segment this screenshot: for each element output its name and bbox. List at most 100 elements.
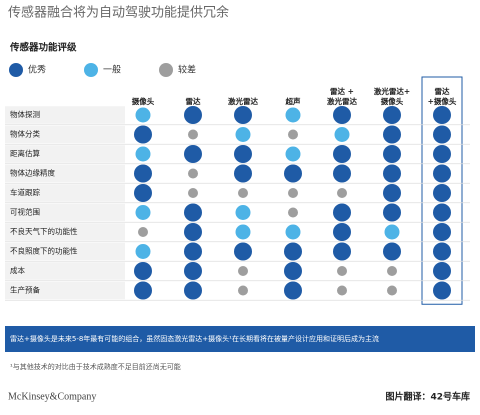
banner-text: 雷达+摄像头是未来5-8年最有可能的组合，虽然固态激光雷达+摄像头¹在长期看将在… xyxy=(10,334,379,343)
rating-dot xyxy=(238,266,248,276)
row-label-bg xyxy=(5,203,125,222)
rating-dot xyxy=(433,262,451,280)
rating-dot xyxy=(184,106,202,124)
rating-dot xyxy=(235,224,251,240)
rating-dot xyxy=(433,281,451,300)
rating-dot xyxy=(288,207,298,218)
rating-dot xyxy=(433,242,451,261)
rating-dot xyxy=(384,224,400,240)
rating-dot xyxy=(433,125,451,144)
footnote: ¹与其他技术的对比由于技术成熟度不足目前还尚无可能 xyxy=(10,362,181,371)
rating-dot xyxy=(383,106,401,124)
rating-dot xyxy=(134,262,152,280)
rating-dot xyxy=(184,203,202,222)
rating-dot xyxy=(383,184,401,202)
rating-dot xyxy=(333,145,351,163)
rating-dot xyxy=(433,106,451,124)
legend-swatch xyxy=(159,63,173,77)
rating-dot xyxy=(333,242,351,261)
rating-dot xyxy=(135,244,151,259)
rating-dot xyxy=(235,127,251,142)
rating-dot xyxy=(135,107,151,123)
row-label-bg xyxy=(5,242,125,261)
rating-dot xyxy=(284,262,302,280)
rating-dot xyxy=(284,242,302,261)
rating-dot xyxy=(284,164,302,183)
rating-dot xyxy=(138,227,148,237)
rating-dot xyxy=(333,164,351,183)
rating-dot xyxy=(383,145,401,163)
rating-dot xyxy=(433,184,451,202)
row-label-bg xyxy=(5,164,125,183)
highlight-box xyxy=(421,76,463,305)
rating-dot xyxy=(234,242,252,261)
rating-dot xyxy=(337,285,347,296)
rating-dot xyxy=(285,224,301,240)
rating-dot xyxy=(135,146,151,162)
rating-dot xyxy=(433,223,451,241)
column-header: 摄像头 xyxy=(132,96,155,106)
rating-dot xyxy=(288,188,298,198)
row-label-bg xyxy=(5,125,125,144)
column-header: 激光雷达+ xyxy=(374,86,410,96)
rating-dot xyxy=(288,129,298,140)
column-header: 激光雷达 xyxy=(327,96,357,106)
rating-dot xyxy=(433,203,451,222)
rating-dot xyxy=(285,146,301,162)
row-label: 生产预备 xyxy=(10,285,40,295)
rating-dot xyxy=(134,281,152,300)
rating-dot xyxy=(334,127,350,142)
column-header: 雷达 + xyxy=(330,86,354,96)
rating-dot xyxy=(238,188,248,198)
column-header: 激光雷达 xyxy=(228,96,258,106)
row-label-bg xyxy=(5,262,125,280)
rating-dot xyxy=(234,164,252,183)
rating-dot xyxy=(184,262,202,280)
rating-dot xyxy=(337,266,347,276)
rating-dot xyxy=(234,145,252,163)
rating-dot xyxy=(383,125,401,144)
rating-dot xyxy=(333,106,351,124)
rating-dot xyxy=(387,285,397,296)
rating-dot xyxy=(337,188,347,198)
row-label-bg xyxy=(5,223,125,241)
rating-dot xyxy=(383,242,401,261)
row-label: 距离估算 xyxy=(10,148,40,158)
legend-swatch xyxy=(9,63,23,77)
row-label-bg xyxy=(5,106,125,124)
rating-dot xyxy=(383,164,401,183)
rating-dot xyxy=(184,242,202,261)
rating-dot xyxy=(383,203,401,222)
row-label-bg xyxy=(5,281,125,300)
row-label-bg xyxy=(5,184,125,202)
column-header: 超声 xyxy=(285,96,301,106)
rating-dot xyxy=(284,281,302,300)
row-label: 物体探测 xyxy=(10,109,40,119)
row-label-bg xyxy=(5,145,125,163)
row-label: 车道跟踪 xyxy=(10,187,40,197)
row-label: 可视范围 xyxy=(10,207,40,217)
rating-dot xyxy=(235,205,251,220)
row-label: 成本 xyxy=(10,265,25,275)
column-header: 雷达 xyxy=(435,86,450,96)
column-header: 雷达 xyxy=(186,96,201,106)
rating-dot xyxy=(135,205,151,220)
row-label: 不良照度下的功能性 xyxy=(10,246,78,256)
credit: 图片翻译：42号车库 xyxy=(385,391,470,403)
legend-label: 较差 xyxy=(178,64,196,76)
rating-dot xyxy=(433,164,451,183)
title: 传感器融合将为自动驾驶功能提供冗余 xyxy=(8,5,229,21)
rating-dot xyxy=(134,164,152,183)
column-header: 摄像头 xyxy=(381,96,404,106)
rating-dot xyxy=(188,129,198,140)
rating-dot xyxy=(387,266,397,276)
row-label: 不良天气下的功能性 xyxy=(10,226,78,236)
rating-dot xyxy=(188,168,198,179)
rating-dot xyxy=(333,223,351,241)
legend-swatch xyxy=(84,63,98,77)
rating-dot xyxy=(188,188,198,198)
rating-dot xyxy=(134,184,152,202)
rating-dot xyxy=(234,106,252,124)
